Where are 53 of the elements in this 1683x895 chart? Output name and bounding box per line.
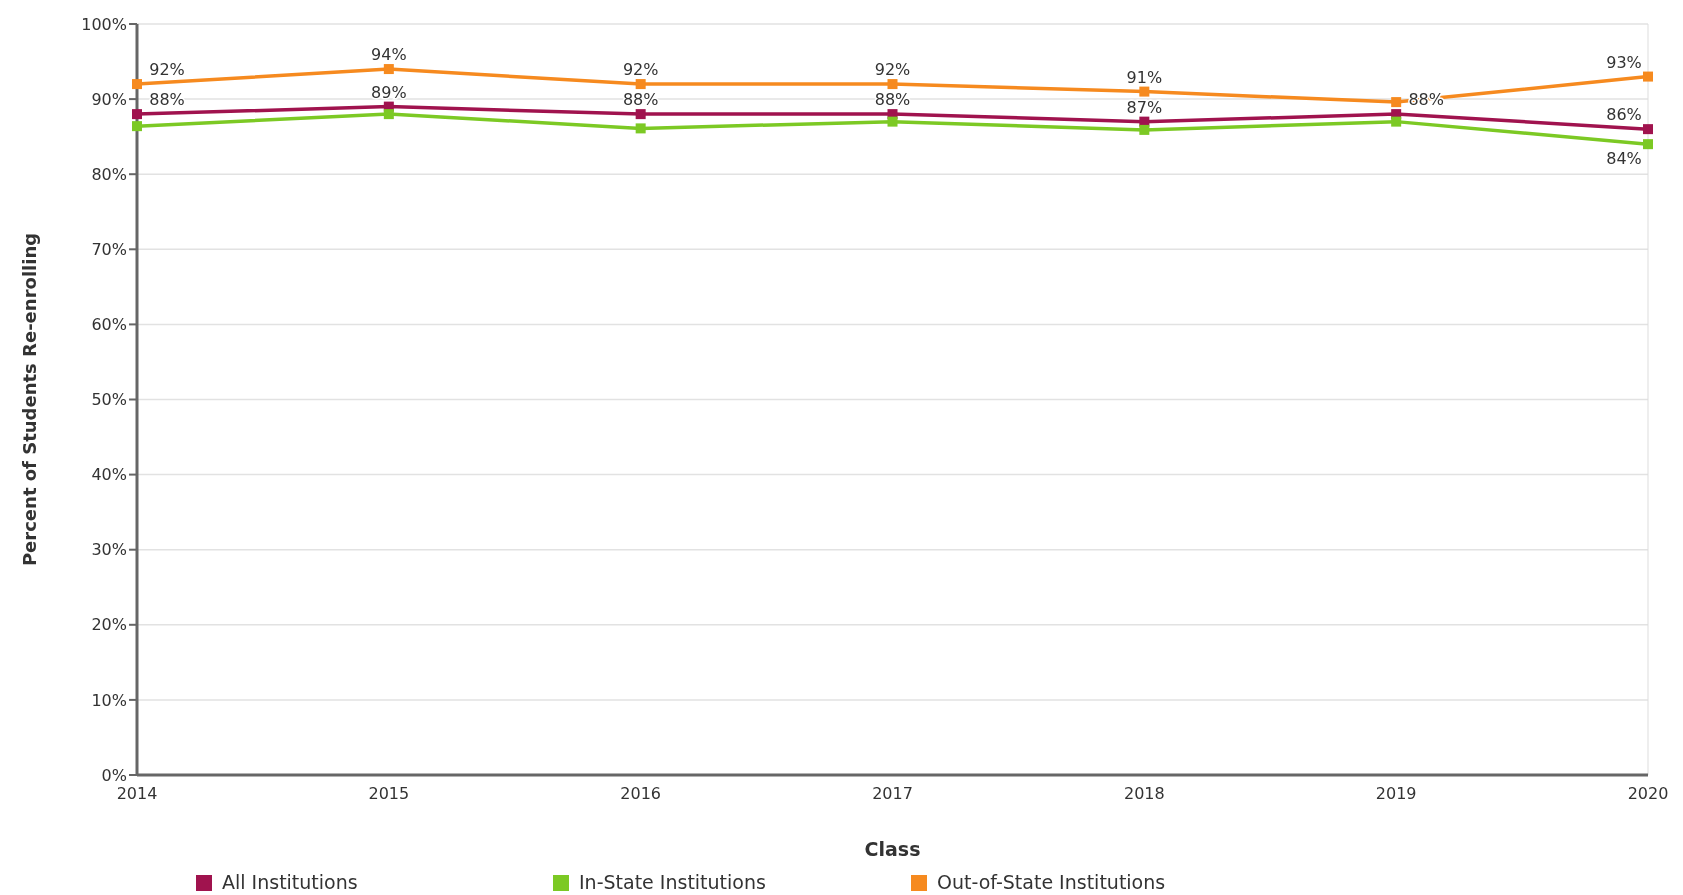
x-tick-label: 2016: [620, 784, 662, 803]
data-label: 87%: [1126, 97, 1163, 117]
point: [132, 109, 142, 120]
data-label: 93%: [1606, 52, 1642, 72]
x-tick-label: 2017: [872, 784, 913, 803]
y-tick-label: 0%: [101, 765, 127, 785]
y-tick-label: 90%: [91, 89, 127, 109]
legend-label: Out-of-State Institutions: [937, 871, 1166, 893]
x-tick-label: 2019: [1375, 784, 1417, 803]
point: [383, 64, 394, 75]
y-tick-label: 10%: [91, 690, 127, 710]
y-tick-label: 40%: [91, 465, 127, 485]
y-tick-label: 80%: [91, 164, 127, 184]
legend-label: All Institutions: [222, 871, 358, 893]
x-axis-title: Class: [864, 838, 921, 860]
y-tick-label: 30%: [91, 540, 127, 560]
x-tick-label: 2014: [116, 784, 158, 803]
point: [1391, 116, 1402, 127]
data-label: 88%: [149, 90, 185, 110]
point: [383, 109, 394, 120]
y-tick-label: 70%: [91, 239, 127, 259]
point: [1139, 86, 1150, 97]
x-tick-label: 2020: [1627, 784, 1669, 803]
y-tick-label: 50%: [91, 390, 127, 410]
data-label: 84%: [1606, 149, 1642, 169]
y-tick-label: 100%: [81, 14, 127, 34]
point: [1643, 71, 1653, 82]
data-label: 89%: [371, 82, 407, 102]
point: [635, 79, 646, 90]
point: [1643, 124, 1653, 135]
data-label: 88%: [874, 90, 911, 110]
point: [1139, 124, 1150, 135]
data-label: 88%: [622, 90, 659, 110]
y-axis-title: Percent of Students Re-enrolling: [19, 232, 40, 567]
point: [635, 109, 646, 120]
x-tick-label: 2018: [1123, 784, 1165, 803]
y-tick-label: 20%: [91, 615, 127, 635]
data-label: 91%: [1126, 67, 1163, 87]
point: [1391, 97, 1402, 108]
point: [1643, 139, 1653, 150]
point: [887, 116, 898, 127]
x-tick-label: 2015: [368, 784, 410, 803]
data-label: 86%: [1606, 105, 1642, 125]
point: [132, 79, 142, 90]
point: [132, 121, 142, 132]
y-tick-label: 60%: [91, 315, 127, 334]
data-label: 94%: [371, 45, 407, 65]
point: [635, 123, 646, 134]
legend-label: In-State Institutions: [579, 871, 766, 893]
data-label: 92%: [874, 60, 911, 80]
data-label: 92%: [622, 60, 659, 80]
point: [887, 79, 898, 90]
data-label: 92%: [149, 60, 185, 80]
